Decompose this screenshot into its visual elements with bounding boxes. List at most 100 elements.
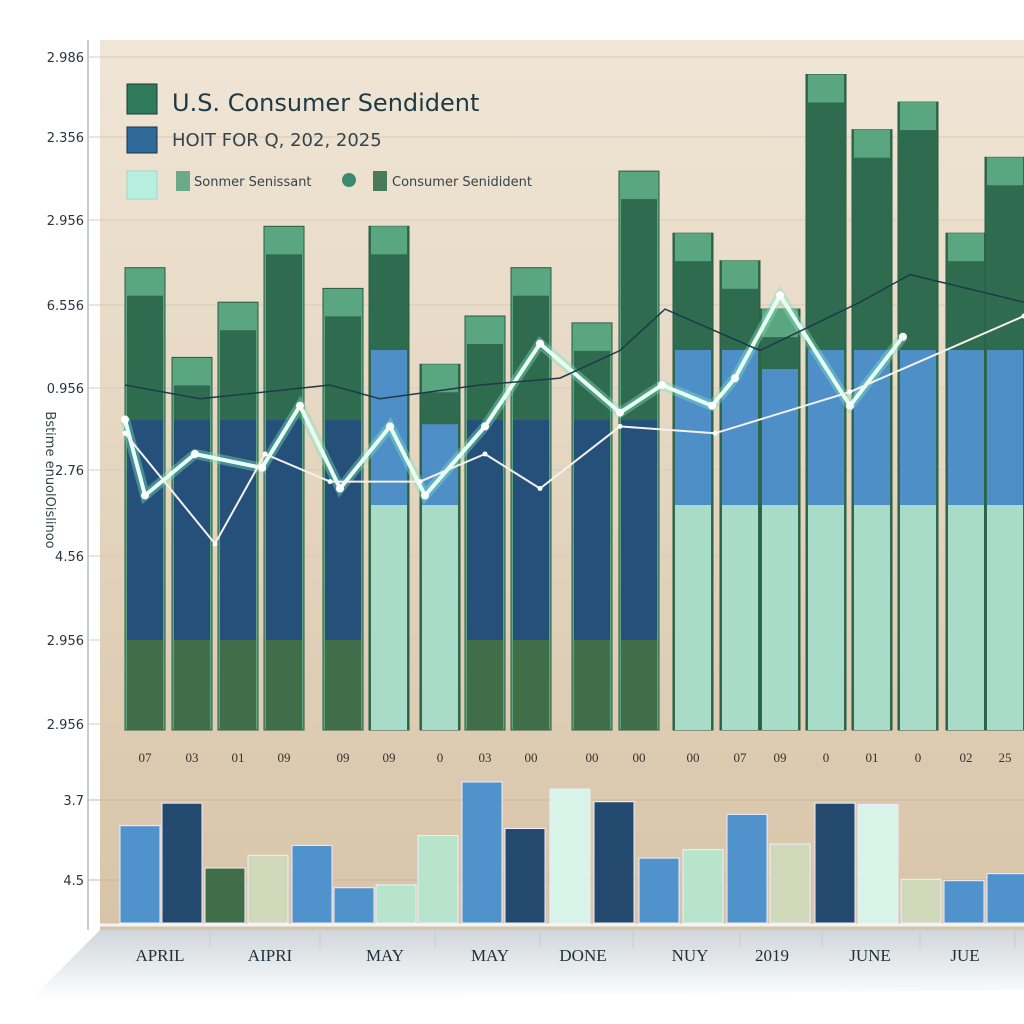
bar-label: 09 (337, 750, 350, 765)
data-point (417, 479, 423, 485)
legend-swatch-1 (176, 171, 190, 191)
month-label: DONE (559, 946, 606, 965)
data-point (616, 408, 624, 417)
month-label: APRIL (135, 946, 184, 965)
data-point (336, 484, 344, 493)
y-tick-label: 2.956 (47, 634, 84, 649)
data-point (191, 450, 199, 458)
data-point (262, 451, 268, 457)
series-line (124, 273, 1024, 400)
bar-segment (808, 505, 844, 730)
chart-title: U.S. Consumer Sendident (172, 89, 479, 117)
legend-label-2: Consumer Senidident (392, 175, 532, 190)
lower-bar (417, 835, 459, 924)
y-tick-label: 4.5 (63, 874, 84, 889)
month-label: NUY (672, 946, 709, 965)
bar-segment (762, 505, 798, 730)
bar-segment (371, 226, 407, 255)
legend-swatch-mint (126, 170, 158, 200)
floor (30, 930, 1024, 1000)
lower-bar (943, 880, 985, 924)
bar-segment (987, 157, 1023, 186)
legend-swatch-2 (373, 171, 387, 191)
data-point (846, 401, 854, 410)
bar-label: 03 (479, 750, 492, 765)
data-point (658, 381, 666, 389)
bar-label: 00 (525, 750, 538, 765)
data-point (386, 422, 394, 431)
month-label: AIPRI (248, 946, 293, 965)
bar-label: 00 (687, 750, 700, 765)
y-tick-label: 0.956 (47, 382, 84, 397)
bar-segment (371, 505, 407, 730)
bar-segment (325, 640, 361, 730)
bar-segment (900, 102, 936, 131)
lower-bar (726, 813, 768, 924)
data-point (212, 541, 218, 547)
bar-label: 01 (232, 750, 245, 765)
lower-bar (247, 854, 289, 924)
data-point (899, 332, 907, 341)
data-point (481, 422, 489, 431)
data-point (258, 463, 266, 472)
bar-segment (574, 640, 610, 730)
lower-bar (375, 884, 417, 924)
data-point (731, 374, 739, 383)
bar-segment (675, 505, 711, 730)
y-tick-label: 6.556 (47, 299, 84, 314)
bar-segment (900, 505, 936, 730)
bar-segment (722, 505, 758, 730)
bar-segment (422, 505, 458, 730)
data-point (617, 423, 623, 429)
legend-swatch-green (126, 83, 158, 115)
bar-label: 00 (586, 750, 599, 765)
bar-label: 01 (866, 750, 879, 765)
lower-bar (682, 849, 724, 924)
lower-bar (549, 788, 591, 924)
bar-segment (220, 640, 256, 730)
bar-segment (948, 233, 984, 262)
data-point (776, 291, 784, 300)
legend-swatch-blue (126, 126, 158, 154)
lower-bar (119, 825, 161, 924)
month-label: MAY (366, 946, 404, 965)
bar-segment (987, 505, 1023, 730)
lower-bar (291, 844, 333, 924)
bar-segment (808, 74, 844, 103)
bar-segment (854, 505, 890, 730)
legend-dot (342, 173, 356, 187)
bar-label: 0 (437, 750, 444, 765)
bar-label: 07 (139, 750, 153, 765)
data-point (536, 339, 544, 348)
y-tick-label: 3.7 (63, 794, 84, 809)
month-label: JUNE (849, 946, 891, 965)
lower-bar (900, 878, 942, 924)
bar-segment (854, 129, 890, 158)
bar-segment (948, 505, 984, 730)
bar-label: 00 (633, 750, 646, 765)
y-tick-label: 2.956 (47, 214, 84, 229)
data-point (327, 479, 333, 485)
lower-bar (857, 804, 899, 924)
bar-label: 09 (383, 750, 396, 765)
lower-bar (204, 867, 246, 924)
y-axis-label: Bstime enuolOislinoo (42, 411, 57, 548)
bar-label: 02 (960, 750, 973, 765)
bar-label: 25 (999, 750, 1012, 765)
lower-bar (333, 887, 375, 924)
bar-segment (422, 364, 458, 393)
y-tick-label: 2.956 (47, 718, 84, 733)
bar-label: 07 (734, 750, 748, 765)
bar-segment (722, 260, 758, 289)
month-label: MAY (471, 946, 509, 965)
data-point (141, 491, 149, 500)
lower-bar (986, 873, 1024, 924)
y-tick-label: 2.76 (55, 464, 84, 479)
lower-bar (593, 801, 635, 924)
data-point (1021, 313, 1024, 319)
bar-label: 03 (186, 750, 199, 765)
bar-label: 0 (823, 750, 830, 765)
lower-bar (461, 781, 503, 924)
month-label: 2019 (755, 946, 789, 965)
